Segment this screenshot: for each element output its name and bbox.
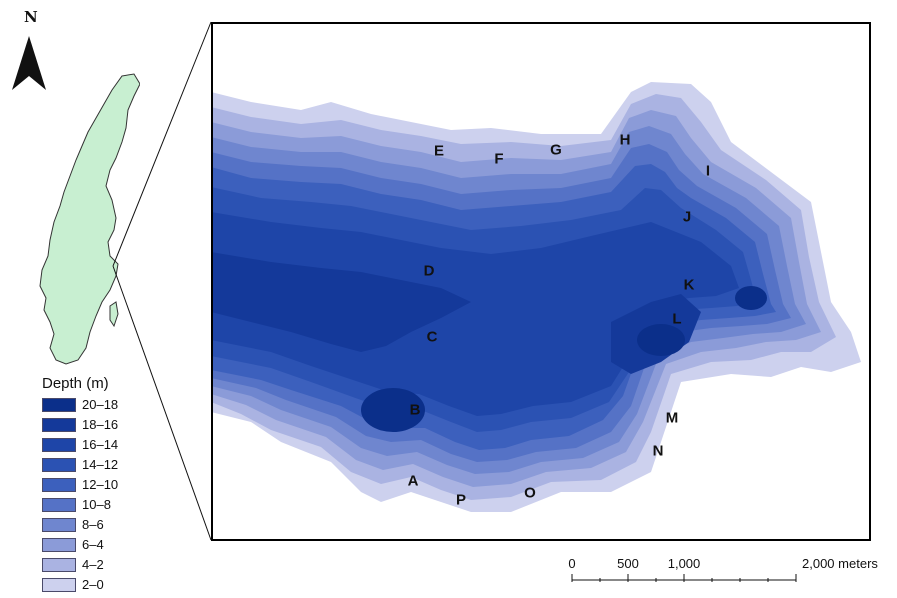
site-label-l: L [672,310,682,328]
legend-swatch [42,537,76,552]
legend-label: 6–4 [82,537,104,552]
legend-swatch [42,397,76,412]
site-label-n: N [652,442,664,460]
legend-label: 2–0 [82,577,104,592]
legend-item: 2–0 [42,577,104,592]
legend-swatch [42,497,76,512]
site-label-i: I [705,162,711,180]
scale-bar [571,574,797,582]
site-label-b: B [409,401,421,419]
site-label-p: P [455,491,467,509]
scale-label-500: 500 [617,556,639,571]
site-label-d: D [423,262,435,280]
legend-item: 12–10 [42,477,118,492]
legend-swatch [42,577,76,592]
legend-title: Depth (m) [42,375,109,392]
legend-label: 18–16 [82,417,119,432]
site-label-g: G [550,141,562,159]
site-label-c: C [426,328,438,346]
legend-item: 4–2 [42,557,104,572]
scale-label-1000: 1,000 [667,556,701,571]
site-label-k: K [683,276,695,294]
legend-label: 4–2 [82,557,104,572]
site-label-a: A [407,472,419,490]
legend-label: 14–12 [82,457,119,472]
bathymetry-map [211,22,871,541]
legend-swatch [42,477,76,492]
sweden-inset-map [39,73,140,365]
legend-item: 10–8 [42,497,111,512]
legend-label: 12–10 [82,477,119,492]
site-label-o: O [524,484,536,502]
legend-item: 16–14 [42,437,118,452]
scale-label-0: 0 [568,556,576,571]
site-label-h: H [619,131,631,149]
legend-item: 20–18 [42,397,118,412]
site-label-m: M [665,409,679,427]
site-label-f: F [494,150,504,168]
site-label-j: J [682,208,692,226]
legend-item: 8–6 [42,517,104,532]
north-arrow-icon [12,36,46,90]
north-label: N [24,8,38,26]
legend-item: 6–4 [42,537,104,552]
legend-swatch [42,437,76,452]
legend-label: 20–18 [82,397,119,412]
legend-swatch [42,517,76,532]
legend-label: 16–14 [82,437,119,452]
legend-swatch [42,457,76,472]
legend-label: 10–8 [82,497,111,512]
legend-swatch [42,417,76,432]
legend-item: 18–16 [42,417,118,432]
legend-label: 8–6 [82,517,104,532]
legend-item: 14–12 [42,457,118,472]
scale-label-2000: 2,000 meters [802,556,878,571]
site-label-e: E [433,142,445,160]
legend-swatch [42,557,76,572]
